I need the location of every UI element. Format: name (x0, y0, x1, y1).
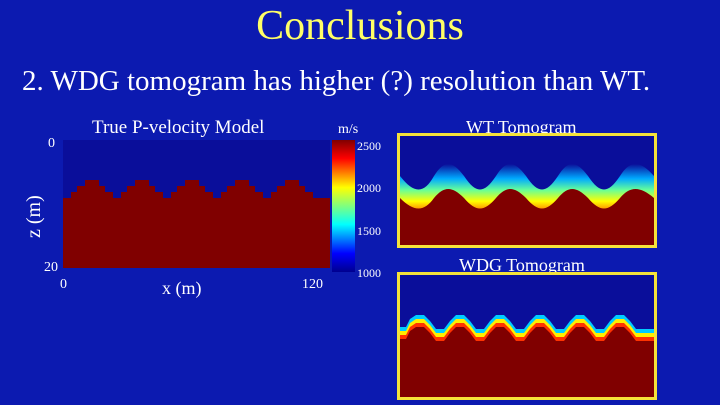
wt-tomogram-image (397, 133, 657, 248)
z-axis-label: z (m) (23, 195, 45, 238)
x-axis-label: x (m) (162, 278, 202, 298)
slide-title: Conclusions (256, 3, 464, 49)
wdg-title: WDG Tomogram (459, 255, 585, 275)
x-tick-left: 0 (60, 277, 67, 292)
z-tick-top: 0 (48, 136, 55, 151)
colorbar-tick-2000: 2000 (357, 181, 381, 195)
x-tick-right: 120 (302, 277, 323, 292)
colorbar-tick-2500: 2500 (357, 139, 381, 153)
conclusion-point: 2. WDG tomogram has higher (?) resolutio… (22, 65, 651, 97)
colorbar-tick-1500: 1500 (357, 224, 381, 238)
colorbar-unit: m/s (338, 122, 359, 137)
z-tick-bottom: 20 (44, 260, 58, 275)
wt-title: WT Tomogram (466, 117, 577, 137)
velocity-model-image (63, 140, 330, 268)
wdg-tomogram-image (397, 272, 657, 400)
colorbar-tick-1000: 1000 (357, 266, 381, 280)
model-title: True P-velocity Model (92, 117, 265, 138)
colorbar (332, 140, 355, 272)
